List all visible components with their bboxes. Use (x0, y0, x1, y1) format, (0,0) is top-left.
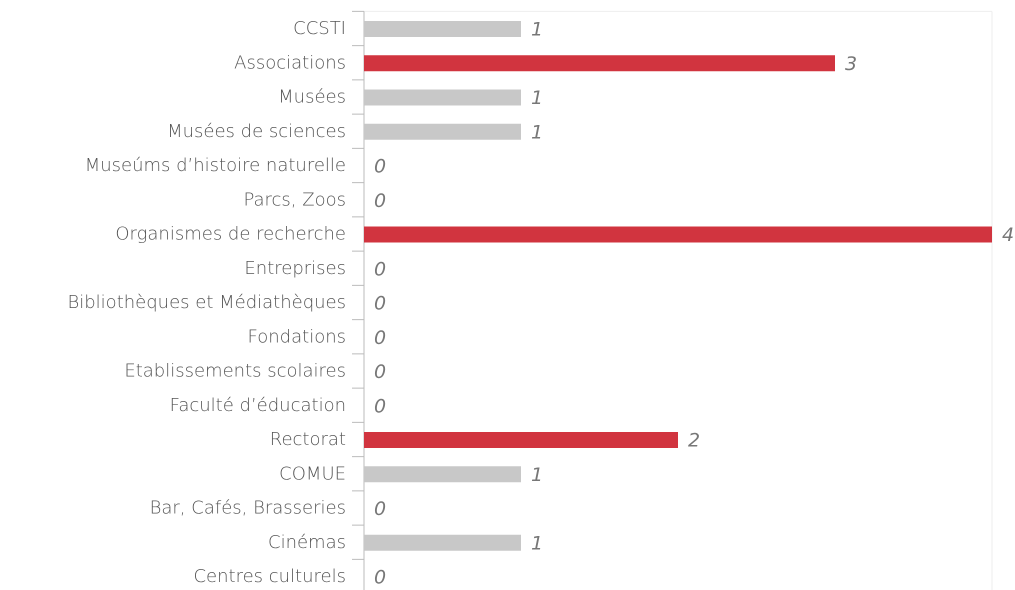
value-label: 2 (688, 430, 700, 452)
value-label: 0 (374, 156, 386, 178)
category-label: Faculté d’éducation (170, 395, 346, 416)
value-label: 0 (374, 327, 386, 349)
value-label: 1 (531, 532, 543, 554)
category-label: Etablissements scolaires (124, 361, 346, 382)
value-label: 3 (845, 53, 857, 75)
bar (364, 226, 992, 243)
category-label: CCSTI (293, 18, 346, 39)
bar (364, 432, 678, 448)
category-label: Fondations (248, 326, 346, 347)
value-label: 1 (531, 19, 543, 41)
category-label: Entreprises (244, 258, 346, 279)
value-label: 1 (531, 87, 543, 109)
category-label: Centres culturels (193, 566, 346, 587)
value-label: 0 (374, 361, 386, 383)
value-label: 0 (374, 190, 386, 212)
bar (364, 55, 835, 72)
value-label: 0 (374, 395, 386, 417)
value-label: 0 (374, 258, 386, 280)
category-label: Cinémas (268, 532, 346, 553)
category-label: Museúms d’histoire naturelle (85, 155, 346, 176)
category-label: Rectorat (270, 429, 346, 450)
category-label: Bibliothèques et Médiathèques (67, 292, 346, 313)
category-label: Musées de sciences (167, 121, 346, 142)
bar (364, 123, 521, 140)
category-label: Parcs, Zoos (243, 189, 346, 210)
value-label: 0 (374, 498, 386, 520)
category-label: COMUE (279, 463, 346, 484)
category-label: Bar, Cafés, Brasseries (150, 498, 346, 519)
value-label: 1 (531, 121, 543, 143)
value-label: 0 (374, 567, 386, 589)
category-label: Associations (234, 52, 346, 73)
bar (364, 21, 521, 37)
bar (364, 534, 521, 551)
bar (364, 466, 521, 483)
category-label: Organismes de recherche (115, 224, 346, 245)
value-label: 4 (1002, 224, 1014, 246)
value-label: 1 (531, 464, 543, 486)
category-label: Musées (278, 87, 346, 108)
value-label: 0 (374, 293, 386, 315)
bar (364, 89, 521, 106)
